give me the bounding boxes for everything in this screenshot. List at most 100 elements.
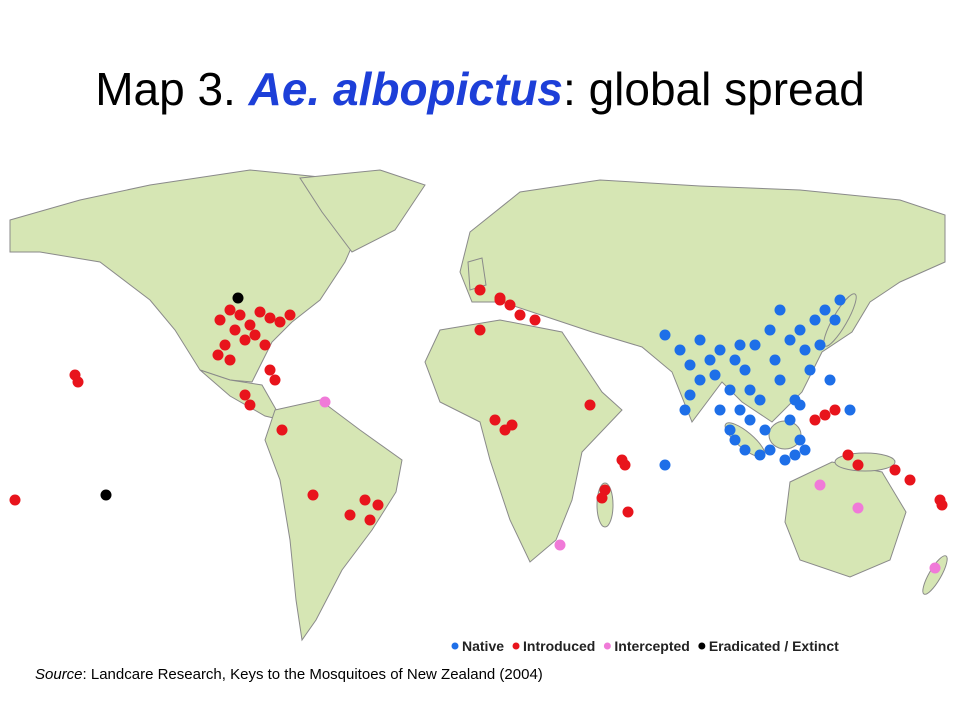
dot (754, 394, 766, 406)
title-species: Ae. albopictus (248, 63, 564, 115)
dot (219, 339, 231, 351)
dot (232, 292, 244, 304)
dot (694, 374, 706, 386)
dot (724, 424, 736, 436)
dot (619, 459, 631, 471)
dot (769, 354, 781, 366)
dot (372, 499, 384, 511)
dot (506, 419, 518, 431)
dot (212, 349, 224, 361)
dot (709, 369, 721, 381)
dot (794, 324, 806, 336)
world-map: Native Introduced Intercepted Eradicated / … (9, 169, 948, 654)
dot (794, 399, 806, 411)
dot (249, 329, 261, 341)
dot (889, 464, 901, 476)
dot (829, 404, 841, 416)
dot (474, 324, 486, 336)
dot (734, 404, 746, 416)
land (9, 169, 948, 642)
dot (224, 354, 236, 366)
dot (264, 312, 276, 324)
dot (764, 444, 776, 456)
dot (799, 344, 811, 356)
dot (904, 474, 916, 486)
dot (284, 309, 296, 321)
dot (504, 299, 516, 311)
uk (467, 257, 487, 291)
dot (749, 339, 761, 351)
new-zealand (922, 555, 948, 595)
dot (799, 444, 811, 456)
dot (819, 409, 831, 421)
dot (239, 389, 251, 401)
dot (9, 494, 21, 506)
dot (276, 424, 288, 436)
dot (814, 479, 826, 491)
legend: Native Introduced Intercepted Eradicated / … (451, 638, 839, 654)
dot (254, 306, 266, 318)
dot (734, 339, 746, 351)
dot (514, 309, 526, 321)
dot (264, 364, 276, 376)
dot (739, 444, 751, 456)
dot (359, 494, 371, 506)
title-prefix: Map 3. (95, 63, 236, 115)
dot (659, 459, 671, 471)
dot (214, 314, 226, 326)
dot (622, 506, 634, 518)
dot (244, 319, 256, 331)
dot (344, 509, 356, 521)
dot (789, 449, 801, 461)
dot (694, 334, 706, 346)
australia (784, 461, 907, 578)
dot (759, 424, 771, 436)
dot (754, 449, 766, 461)
dot (829, 314, 841, 326)
dot (364, 514, 376, 526)
dot (809, 314, 821, 326)
dot (274, 316, 286, 328)
dot (779, 454, 791, 466)
eurasia (459, 179, 946, 424)
dot (744, 414, 756, 426)
dot (269, 374, 281, 386)
legend-label: Native (462, 638, 504, 654)
dot (764, 324, 776, 336)
dot (259, 339, 271, 351)
legend-marker (698, 642, 706, 650)
dot (307, 489, 319, 501)
legend-marker (603, 642, 611, 650)
dot (229, 324, 241, 336)
dot (842, 449, 854, 461)
greenland (299, 169, 426, 253)
dot (679, 404, 691, 416)
dot (704, 354, 716, 366)
legend-label: Intercepted (614, 638, 689, 654)
title: Map 3. Ae. albopictus: global spread (0, 62, 960, 116)
dot (729, 354, 741, 366)
north-america (9, 169, 371, 383)
dot (239, 334, 251, 346)
dot (936, 499, 948, 511)
dot (724, 384, 736, 396)
dot (739, 364, 751, 376)
dot (824, 374, 836, 386)
dot (100, 489, 112, 501)
dot (714, 404, 726, 416)
dot (554, 539, 566, 551)
dot (674, 344, 686, 356)
dot (784, 334, 796, 346)
dot (684, 389, 696, 401)
occurrence-dots (9, 284, 948, 574)
source-label: Source (35, 666, 83, 683)
legend-marker (451, 642, 459, 650)
dot (244, 399, 256, 411)
dot (494, 294, 506, 306)
legend-marker (512, 642, 520, 650)
dot (744, 384, 756, 396)
dot (474, 284, 486, 296)
dot (684, 359, 696, 371)
dot (809, 414, 821, 426)
